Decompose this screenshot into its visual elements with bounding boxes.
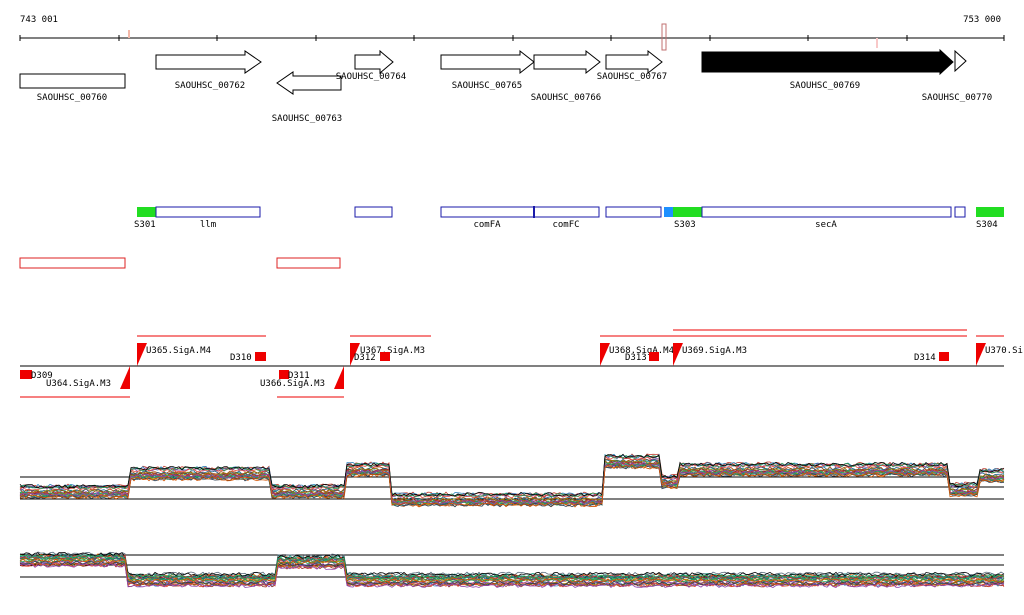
cursor-marker[interactable] xyxy=(661,23,667,51)
gene-feature[interactable]: SAOUHSC_00763 xyxy=(272,71,342,124)
annotation-box[interactable] xyxy=(954,206,966,218)
feature-flag[interactable] xyxy=(279,370,289,379)
expression-trace xyxy=(19,455,1005,499)
expression-trace xyxy=(19,563,1005,588)
annotation-box[interactable] xyxy=(533,206,600,218)
gene-feature-selected[interactable]: SAOUHSC_00769 xyxy=(701,48,954,91)
feature-label: U367.SigA.M3 xyxy=(360,346,425,356)
expression-trace xyxy=(19,562,1005,588)
feature-flag[interactable] xyxy=(976,343,986,366)
segment-label: S303 xyxy=(674,220,696,230)
gene-feature[interactable]: SAOUHSC_00762 xyxy=(155,50,262,91)
expression-trace xyxy=(19,554,1005,580)
segment-label: S304 xyxy=(976,220,998,230)
annotation-box[interactable] xyxy=(155,206,261,218)
gene-feature[interactable]: SAOUHSC_00764 xyxy=(336,49,406,82)
feature-spans xyxy=(20,329,1004,398)
gene-feature[interactable]: SAOUHSC_00765 xyxy=(440,49,535,91)
gene-feature[interactable]: SAOUHSC_00770 xyxy=(922,49,992,103)
feature-flag[interactable] xyxy=(120,366,130,389)
marker-block[interactable] xyxy=(664,207,673,217)
feature-label: D309 xyxy=(31,371,53,381)
region-box[interactable] xyxy=(19,257,126,269)
gene-label: SAOUHSC_00763 xyxy=(272,114,342,124)
segment-track: S301 llm comFA comFC S303 secA S304 xyxy=(134,206,1004,230)
annotation-label: secA xyxy=(815,220,837,230)
axis-start-label: 743 001 xyxy=(20,15,58,25)
coordinate-axis: 743 001 753 000 xyxy=(19,15,1005,51)
feature-label: D310 xyxy=(230,353,252,363)
expression-track-lower xyxy=(19,551,1005,588)
expression-trace xyxy=(19,552,1005,577)
gene-label: SAOUHSC_00770 xyxy=(922,93,992,103)
feature-flag[interactable] xyxy=(600,343,610,366)
regulatory-track: D309 U364.SigA.M3 U365.SigA.M4 D310 D311… xyxy=(20,329,1023,398)
expression-trace xyxy=(19,459,1005,503)
gene-feature[interactable]: SAOUHSC_00767 xyxy=(597,49,667,82)
annotation-box[interactable] xyxy=(354,206,393,218)
gene-track: SAOUHSC_00760 SAOUHSC_00762 SAOUHSC_0076… xyxy=(19,48,992,124)
segment-label: S301 xyxy=(134,220,156,230)
feature-flag[interactable] xyxy=(20,370,32,379)
feature-flag[interactable] xyxy=(137,343,147,366)
position-marker xyxy=(128,30,130,38)
annotation-label: llm xyxy=(200,220,216,230)
expression-profiles xyxy=(19,551,1005,588)
annotation-box[interactable] xyxy=(701,206,952,218)
feature-flag[interactable] xyxy=(334,366,344,389)
feature-flag[interactable] xyxy=(380,352,390,361)
gene-label: SAOUHSC_00764 xyxy=(336,72,406,82)
expression-trace xyxy=(19,558,1005,583)
gene-label: SAOUHSC_00766 xyxy=(531,93,601,103)
annotation-box[interactable] xyxy=(440,206,535,218)
region-box[interactable] xyxy=(276,257,341,269)
expression-trace xyxy=(19,463,1005,507)
gene-feature[interactable]: SAOUHSC_00760 xyxy=(19,73,126,103)
expression-trace xyxy=(19,453,1005,497)
feature-label: D311 xyxy=(288,371,310,381)
gene-label: SAOUHSC_00760 xyxy=(37,93,107,103)
feature-label: U368.SigA.M4 xyxy=(609,346,674,356)
expression-profiles xyxy=(19,453,1005,508)
gene-label: SAOUHSC_00769 xyxy=(790,81,860,91)
annotation-box[interactable] xyxy=(605,206,662,218)
feature-label: U370.Si xyxy=(985,346,1023,356)
segment-block[interactable] xyxy=(976,207,1004,217)
expression-track-upper xyxy=(19,453,1005,508)
feature-flag[interactable] xyxy=(673,343,683,366)
annotation-label: comFA xyxy=(473,220,501,230)
feature-label: U366.SigA.M3 xyxy=(260,379,325,389)
feature-label: U365.SigA.M4 xyxy=(146,346,211,356)
gene-label: SAOUHSC_00767 xyxy=(597,72,667,82)
gene-feature[interactable]: SAOUHSC_00766 xyxy=(531,49,601,103)
expression-trace xyxy=(19,462,1005,506)
expression-trace xyxy=(19,560,1005,586)
feature-flag[interactable] xyxy=(649,352,659,361)
feature-label: U369.SigA.M3 xyxy=(682,346,747,356)
gene-label: SAOUHSC_00765 xyxy=(452,81,522,91)
axis-end-label: 753 000 xyxy=(963,15,1001,25)
expression-trace xyxy=(19,461,1005,505)
segment-block[interactable] xyxy=(137,207,156,217)
expression-trace xyxy=(19,551,1005,577)
feature-label: D312 xyxy=(354,353,376,363)
feature-label: D313 xyxy=(625,353,647,363)
feature-flag[interactable] xyxy=(939,352,949,361)
feature-label: D314 xyxy=(914,353,936,363)
feature-label: U364.SigA.M3 xyxy=(46,379,111,389)
axis-ticks xyxy=(19,35,1005,41)
feature-flag[interactable] xyxy=(255,352,266,361)
feature-flag[interactable] xyxy=(350,343,360,366)
gene-label: SAOUHSC_00762 xyxy=(175,81,245,91)
segment-block[interactable] xyxy=(673,207,702,217)
region-track xyxy=(19,257,341,269)
annotation-label: comFC xyxy=(552,220,579,230)
position-marker xyxy=(876,38,878,48)
